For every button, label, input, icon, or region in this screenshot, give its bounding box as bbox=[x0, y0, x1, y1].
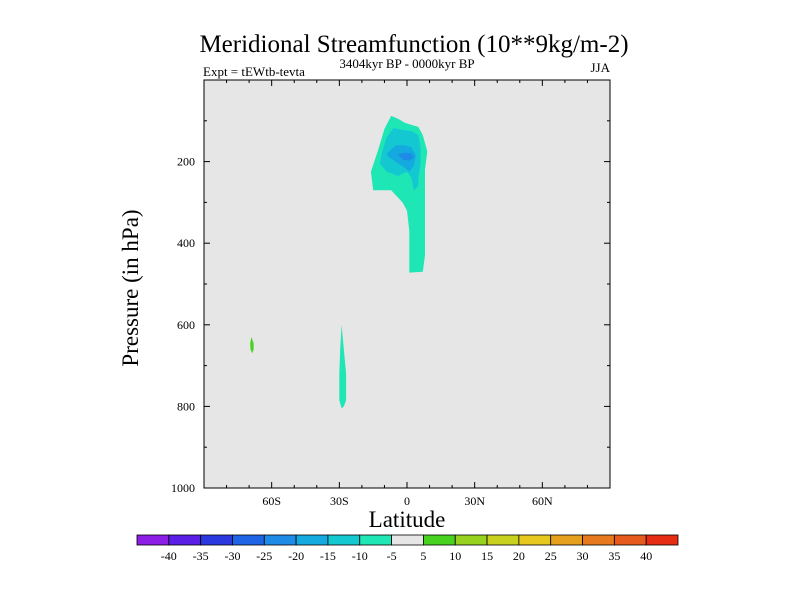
x-tick-label: 30S bbox=[330, 494, 349, 508]
y-tick-label: 400 bbox=[177, 236, 195, 250]
colorbar-label: -10 bbox=[352, 549, 368, 563]
colorbar bbox=[136, 534, 679, 546]
contour-region-lower-tropospheric-positive-cell-70s bbox=[250, 337, 254, 354]
x-tick-label: 60S bbox=[262, 494, 281, 508]
colorbar-swatch bbox=[168, 534, 202, 546]
colorbar-label: 25 bbox=[545, 549, 557, 563]
colorbar-swatch bbox=[613, 534, 647, 546]
colorbar-label: -20 bbox=[288, 549, 304, 563]
colorbar-swatch bbox=[391, 534, 424, 546]
y-tick-label: 1000 bbox=[171, 481, 195, 495]
colorbar-label: 40 bbox=[640, 549, 652, 563]
contour-region-upper-tropospheric-core-inner bbox=[386, 145, 416, 172]
colorbar-label: -35 bbox=[193, 549, 209, 563]
colorbar-label: 35 bbox=[608, 549, 620, 563]
colorbar-label: -25 bbox=[256, 549, 272, 563]
colorbar-swatch bbox=[550, 534, 583, 546]
colorbar-swatch bbox=[645, 534, 679, 546]
colorbar-swatch bbox=[518, 534, 552, 546]
colorbar-label: -5 bbox=[387, 549, 397, 563]
colorbar-swatch bbox=[454, 534, 488, 546]
colorbar-swatch bbox=[486, 534, 520, 546]
colorbar-swatch bbox=[263, 534, 297, 546]
y-tick-label: 600 bbox=[177, 318, 195, 332]
y-axis-label: Pressure (in hPa) bbox=[118, 209, 143, 366]
season-label: JJA bbox=[590, 60, 610, 75]
colorbar-swatch bbox=[295, 534, 329, 546]
colorbar-swatch bbox=[200, 534, 233, 546]
colorbar-label: -30 bbox=[225, 549, 241, 563]
colorbar-label: 15 bbox=[481, 549, 493, 563]
colorbar-label: 5 bbox=[420, 549, 426, 563]
y-tick-label: 200 bbox=[177, 155, 195, 169]
colorbar-swatch bbox=[136, 534, 170, 546]
colorbar-swatch bbox=[359, 534, 392, 546]
contour-region-lower-tropospheric-negative-cell-30s bbox=[339, 324, 347, 409]
x-axis-ticks: 60S 30S 0 30N 60N bbox=[226, 80, 588, 508]
colorbar-swatch bbox=[582, 534, 615, 546]
colorbar-labels: -40 -35 -30 -25 -20 -15 -10 -5 5 10 15 20 25 30 35 40 bbox=[161, 549, 652, 563]
y-tick-label: 800 bbox=[177, 399, 195, 413]
colorbar-label: -15 bbox=[320, 549, 336, 563]
chart-title: Meridional Streamfunction (10**9kg/m-2) bbox=[199, 31, 628, 58]
colorbar-label: 20 bbox=[513, 549, 525, 563]
colorbar-swatch bbox=[423, 534, 456, 546]
y-axis-ticks: 200 400 600 800 1000 bbox=[171, 120, 610, 495]
period-label: 3404kyr BP - 0000kyr BP bbox=[339, 56, 474, 71]
x-tick-label: 30N bbox=[464, 494, 485, 508]
contour-regions bbox=[250, 115, 428, 409]
x-axis-label: Latitude bbox=[369, 507, 446, 532]
colorbar-swatch bbox=[327, 534, 361, 546]
colorbar-label: -40 bbox=[161, 549, 177, 563]
x-tick-label: 0 bbox=[404, 494, 410, 508]
colorbar-label: 10 bbox=[449, 549, 461, 563]
x-tick-label: 60N bbox=[532, 494, 553, 508]
colorbar-label: 30 bbox=[577, 549, 589, 563]
colorbar-swatch bbox=[232, 534, 265, 546]
contour-region-upper-tropospheric-core-center bbox=[398, 152, 414, 161]
experiment-label: Expt = tEWtb-tevta bbox=[203, 64, 305, 79]
